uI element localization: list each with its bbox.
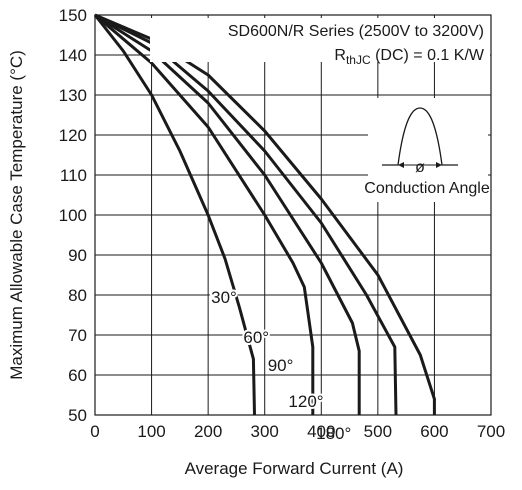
inset-phi-symbol: ø xyxy=(415,159,425,176)
y-tick-label: 140 xyxy=(59,46,87,65)
series-line-0 xyxy=(93,14,256,416)
series-label-4: 180° xyxy=(316,424,351,443)
y-tick-label: 110 xyxy=(60,166,87,185)
y-tick-label: 50 xyxy=(68,406,87,425)
arrow-right-icon xyxy=(436,162,442,168)
series-line-1 xyxy=(94,13,315,415)
inset-label: Conduction Angle xyxy=(364,180,490,197)
x-tick-label: 100 xyxy=(137,422,165,441)
y-tick-label: 100 xyxy=(59,206,87,225)
x-axis-label: Average Forward Current (A) xyxy=(185,459,404,478)
x-tick-label: 0 xyxy=(90,422,99,441)
y-tick-label: 150 xyxy=(59,6,87,25)
y-axis-label: Maximum Allowable Case Temperature (°C) xyxy=(7,50,26,380)
inset-background xyxy=(368,98,488,202)
x-tick-label: 700 xyxy=(477,422,505,441)
series-label-2: 90° xyxy=(268,356,294,375)
arrow-left-icon xyxy=(398,162,404,168)
annotation-series: SD600N/R Series (2500V to 3200V) xyxy=(228,23,484,40)
y-tick-label: 90 xyxy=(68,246,87,265)
y-tick-label: 130 xyxy=(59,86,87,105)
annotation-background xyxy=(150,18,490,62)
y-tick-label: 70 xyxy=(68,326,87,345)
series-label-3: 120° xyxy=(288,392,323,411)
x-tick-label: 300 xyxy=(251,422,279,441)
x-tick-label: 600 xyxy=(420,422,448,441)
tick-labels: 0 100 200 300 400 500 600 700 50 60 70 80 90 100 110 12… xyxy=(59,6,506,441)
y-tick-label: 120 xyxy=(59,126,87,145)
series-label-1: 60° xyxy=(243,328,269,347)
plot-frame xyxy=(94,14,492,416)
y-tick-label: 80 xyxy=(68,286,87,305)
y-tick-label: 60 xyxy=(68,366,87,385)
x-tick-label: 400 xyxy=(307,422,335,441)
half-sine-waveform-icon xyxy=(382,107,458,166)
conduction-angle-inset: ø Conduction Angle xyxy=(364,98,490,202)
curves: 30° 60° 90° 120° 180° xyxy=(93,13,436,445)
grid xyxy=(95,15,491,415)
x-tick-label: 500 xyxy=(364,422,392,441)
x-tick-label: 200 xyxy=(194,422,222,441)
series-label-0: 30° xyxy=(211,288,237,307)
annotation-thermal-resistance: RthJC (DC) = 0.1 K/W xyxy=(334,47,485,67)
